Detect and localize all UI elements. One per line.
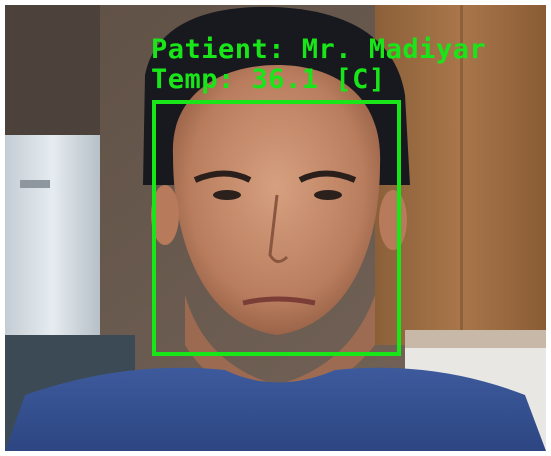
- camera-scene: [5, 5, 546, 451]
- face-detection-box: [152, 100, 401, 356]
- camera-feed: Patient: Mr. Madiyar Temp: 36.1 [C]: [5, 5, 546, 451]
- temperature-label: Temp: 36.1 [C]: [151, 64, 386, 95]
- patient-name-label: Patient: Mr. Madiyar: [151, 34, 487, 65]
